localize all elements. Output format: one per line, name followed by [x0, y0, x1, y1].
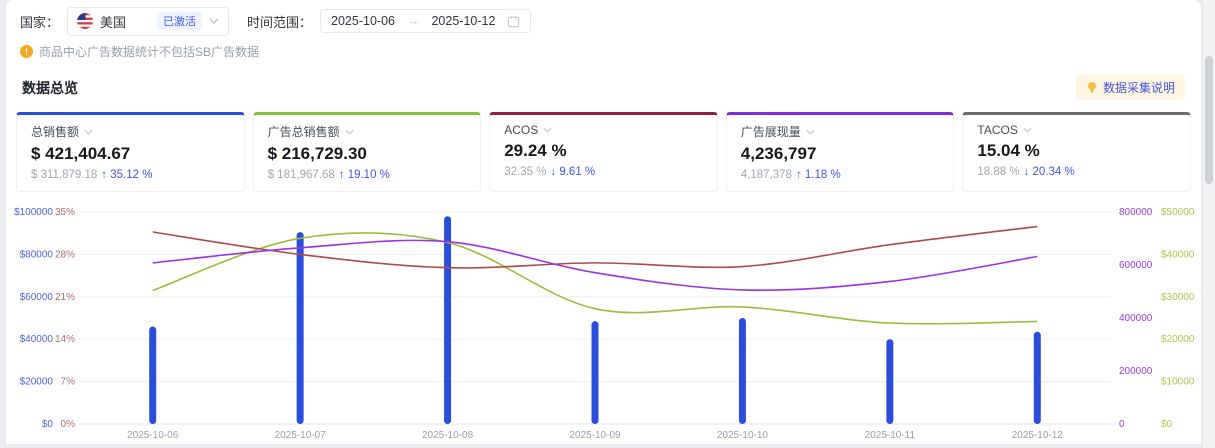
axis-tick-left_pct: 21% [54, 292, 74, 303]
help-button-label: 数据采集说明 [1102, 81, 1175, 95]
bar-总销售额[interactable] [443, 216, 451, 424]
us-flag-icon [77, 13, 94, 29]
kpi-cards: 总销售额 $ 421,404.67 $ 311,879.18 ↑ 35.12 % 广告总… [6, 112, 1201, 192]
notice-text: 商品中心广告数据统计不包括SB广告数据 [39, 45, 260, 59]
axis-tick-left_pct: 28% [54, 249, 74, 260]
bar-总销售额[interactable] [591, 321, 598, 424]
axis-tick-right_count: 0 [1119, 419, 1125, 430]
date-end-value[interactable]: 2025-10-12 [431, 14, 496, 28]
axis-tick-left_money: $60000 [19, 292, 53, 303]
main-panel: 国家： 美国 已激活 时间范围： [6, 0, 1201, 444]
date-range-picker[interactable]: 2025-10-06 → 2025-10-12 [320, 9, 532, 33]
axis-tick-right_money: $50000 [1161, 207, 1195, 218]
country-status-badge: 已激活 [157, 12, 203, 30]
kpi-card-ad-sales: 广告总销售额 $ 216,729.30 $ 181,967.68 ↑ 19.10 % [252, 112, 482, 192]
scrollbar-thumb[interactable] [1205, 56, 1213, 184]
x-axis-label: 2025-10-12 [1011, 430, 1063, 441]
series-line-广告总销售额[interactable] [151, 232, 1037, 325]
kpi-card-label: TACOS [977, 123, 1018, 137]
axis-tick-left_money: $40000 [19, 334, 53, 345]
country-value: 美国 [100, 14, 127, 30]
bar-总销售额[interactable] [296, 232, 304, 424]
x-axis-label: 2025-10-09 [569, 430, 621, 441]
axis-tick-right_money: $10000 [1161, 377, 1195, 388]
x-axis-label: 2025-10-10 [716, 430, 768, 441]
x-axis-label: 2025-10-07 [274, 430, 326, 441]
chevron-down-icon[interactable] [345, 129, 354, 135]
kpi-card-previous-value: 4,187,378 [740, 169, 792, 181]
kpi-card-total-sales: 总销售额 $ 421,404.67 $ 311,879.18 ↑ 35.12 % [16, 112, 245, 192]
x-axis-label: 2025-10-11 [864, 430, 915, 441]
axis-tick-right_money: $40000 [1161, 249, 1195, 260]
axis-tick-right_count: 200000 [1119, 366, 1153, 377]
axis-tick-left_pct: 0% [60, 419, 75, 430]
axis-tick-right_count: 600000 [1119, 260, 1153, 271]
axis-tick-left_money: $80000 [19, 249, 53, 260]
calendar-icon [508, 15, 520, 27]
kpi-card-value: 29.24 % [504, 141, 567, 160]
data-collection-help-button[interactable]: 数据采集说明 [1075, 75, 1185, 100]
axis-tick-right_money: $20000 [1161, 334, 1195, 345]
overview-chart[interactable]: $100000$80000$60000$40000$20000$035%28%2… [9, 196, 1199, 442]
date-range-arrow: → [406, 14, 420, 28]
kpi-card-previous-value: $ 311,879.18 [31, 169, 98, 181]
axis-tick-right_money: $0 [1161, 419, 1173, 430]
kpi-card-label: ACOS [504, 123, 539, 137]
trend-up-change: ↑ 19.10 % [338, 169, 390, 181]
date-start-value[interactable]: 2025-10-06 [331, 14, 395, 28]
axis-tick-left_pct: 7% [60, 377, 75, 388]
trend-down-change: ↓ 20.34 % [1023, 166, 1075, 178]
axis-tick-left_money: $0 [41, 419, 53, 430]
trend-down-change: ↓ 9.61 % [550, 166, 596, 178]
bar-总销售额[interactable] [148, 326, 156, 424]
country-label: 国家： [20, 14, 60, 30]
axis-tick-right_count: 800000 [1119, 207, 1153, 218]
kpi-card-value: 4,236,797 [740, 144, 817, 163]
lightbulb-icon [1087, 82, 1096, 93]
x-axis-label: 2025-10-06 [127, 430, 179, 441]
chevron-down-icon[interactable] [543, 127, 552, 133]
bar-总销售额[interactable] [885, 339, 893, 424]
kpi-card-previous-value: $ 181,967.68 [267, 169, 335, 181]
trend-up-change: ↑ 35.12 % [101, 169, 153, 181]
header-bar: 国家： 美国 已激活 时间范围： [6, 0, 1201, 42]
kpi-card-previous-value: 32.35 % [504, 166, 547, 178]
x-axis-label: 2025-10-08 [421, 430, 473, 441]
bar-总销售额[interactable] [1033, 331, 1041, 424]
trend-up-change: ↑ 1.18 % [795, 169, 841, 181]
chevron-down-icon[interactable] [806, 129, 815, 135]
kpi-card-previous-value: 18.88 % [977, 166, 1020, 178]
kpi-card-label: 广告展现量 [740, 125, 801, 139]
chart-legend: 总销售额广告总销售额ACOS广告展现量 [6, 443, 1201, 444]
series-line-广告展现量[interactable] [152, 239, 1037, 291]
axis-tick-right_money: $30000 [1161, 292, 1195, 303]
kpi-card-value: 15.04 % [977, 141, 1040, 160]
time-range-label: 时间范围： [247, 14, 313, 30]
page-title: 数据总览 [22, 79, 78, 96]
notice-bar: ! 商品中心广告数据统计不包括SB广告数据 [6, 42, 1201, 67]
axis-tick-left_money: $100000 [14, 207, 53, 218]
warning-icon: ! [20, 45, 33, 58]
kpi-card-ad-impressions: 广告展现量 4,236,797 4,187,378 ↑ 1.18 % [725, 112, 955, 192]
series-line-ACOS[interactable] [152, 225, 1037, 269]
overview-chart-block: $100000 $80000 $60000 $40000 $20000 $0 35% 28% 2… [6, 196, 1201, 444]
kpi-card-label: 广告总销售额 [267, 125, 340, 139]
kpi-card-acos: ACOS 29.24 % 32.35 % ↓ 9.61 % [489, 112, 718, 192]
chevron-down-icon[interactable] [84, 129, 93, 135]
kpi-card-value: $ 216,729.30 [267, 144, 367, 163]
axis-tick-left_pct: 14% [54, 334, 74, 345]
axis-tick-right_count: 400000 [1119, 313, 1153, 324]
kpi-card-value: $ 421,404.67 [31, 144, 131, 163]
chevron-down-icon[interactable] [1023, 127, 1032, 133]
axis-tick-left_pct: 35% [54, 207, 74, 218]
axis-tick-left_money: $20000 [19, 377, 53, 388]
bar-总销售额[interactable] [738, 318, 746, 424]
overview-header: 数据总览 数据采集说明 [6, 67, 1201, 112]
chevron-down-icon [209, 18, 219, 24]
vertical-scrollbar[interactable] [1203, 0, 1215, 448]
kpi-card-tacos: TACOS 15.04 % 18.88 % ↓ 20.34 % [962, 112, 1191, 192]
kpi-card-label: 总销售额 [31, 125, 80, 139]
country-select[interactable]: 美国 已激活 [67, 6, 230, 36]
